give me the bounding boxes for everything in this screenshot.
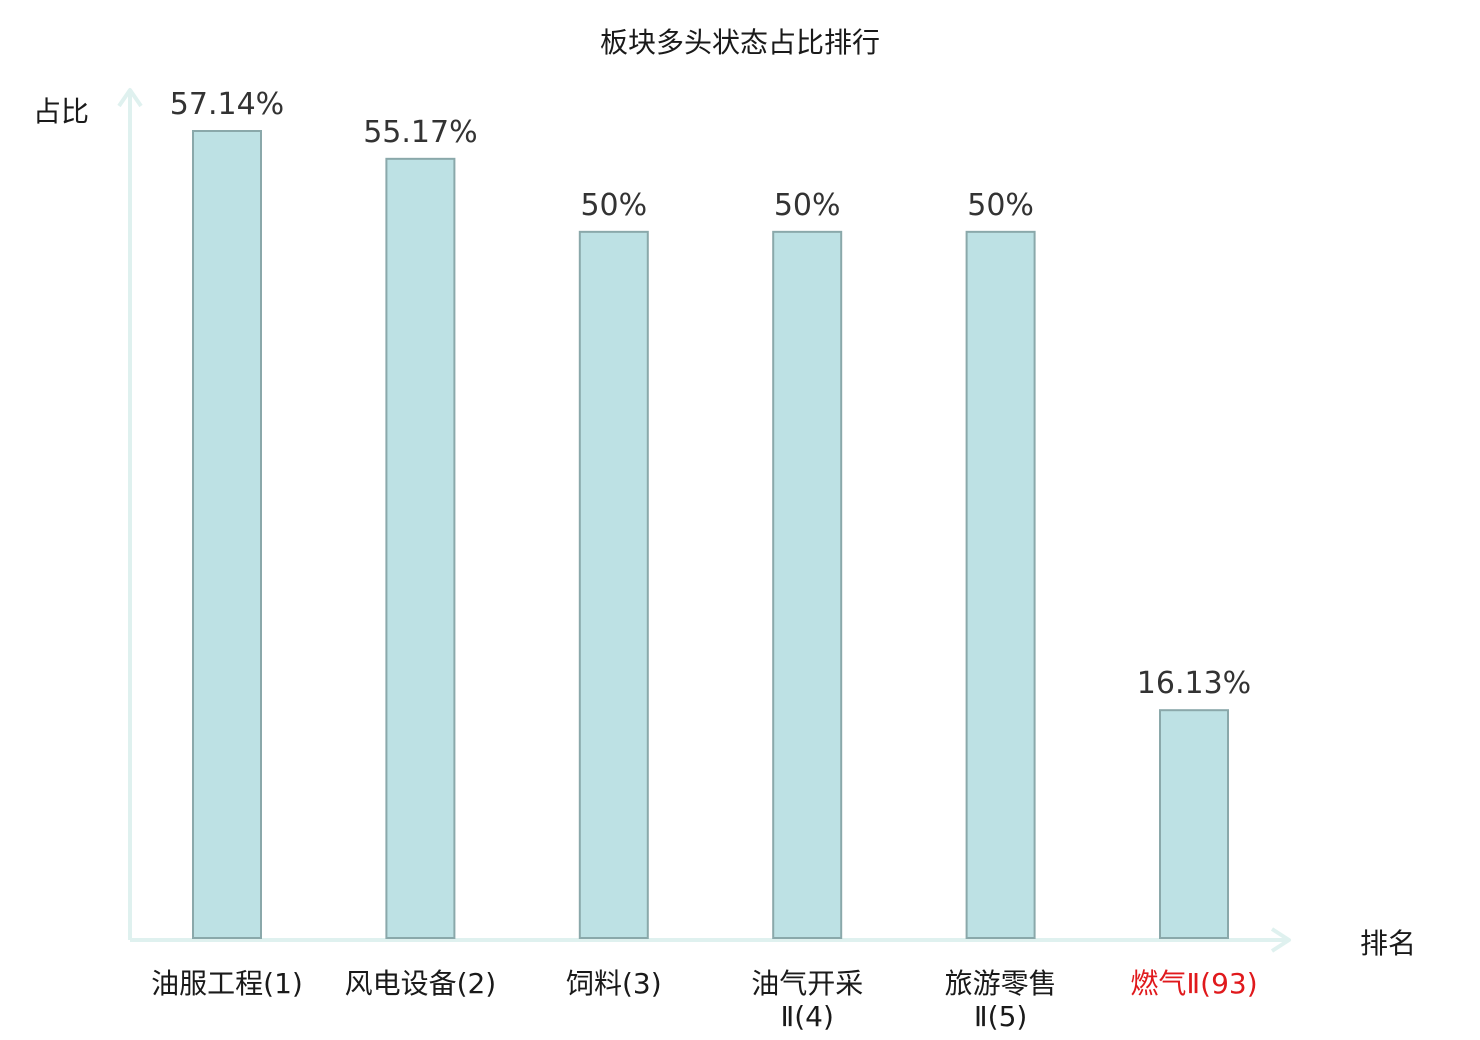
value-labels-group: 57.14% 55.17% 50% 50% 50% 16.13% — [170, 87, 1251, 701]
value-label-6: 16.13% — [1137, 666, 1251, 701]
bar-2 — [385, 157, 456, 940]
category-label-2: 风电设备(2) — [345, 967, 497, 1000]
x-axis-label: 排名 — [1360, 927, 1416, 960]
category-label-5: 旅游零售 — [945, 967, 1057, 1000]
value-label-2: 55.17% — [363, 115, 477, 150]
bar-1 — [192, 130, 262, 939]
value-label-3: 50% — [580, 188, 647, 223]
chart-title: 板块多头状态占比排行 — [600, 26, 880, 59]
x-axis-arrow — [1270, 927, 1291, 953]
bar-5 — [965, 230, 1036, 939]
y-axis-arrow — [117, 88, 143, 108]
y-axis-label: 占比 — [33, 95, 89, 128]
category-label-6: 燃气Ⅱ(93) — [1130, 967, 1257, 1000]
category-label-5-line-2: Ⅱ(5) — [974, 1000, 1027, 1033]
value-label-5: 50% — [967, 188, 1034, 223]
category-label-4: 油气开采 — [751, 967, 863, 1000]
value-label-4: 50% — [774, 188, 841, 223]
value-label-1: 57.14% — [170, 87, 284, 122]
category-label-4-line-2: Ⅱ(4) — [780, 1000, 833, 1033]
bars-group — [192, 130, 1229, 940]
category-label-3: 饲料(3) — [566, 967, 662, 1000]
bar-4 — [772, 230, 843, 939]
bar-6 — [1159, 709, 1229, 939]
category-label-1: 油服工程(1) — [151, 967, 303, 1000]
bar-3 — [578, 230, 649, 939]
